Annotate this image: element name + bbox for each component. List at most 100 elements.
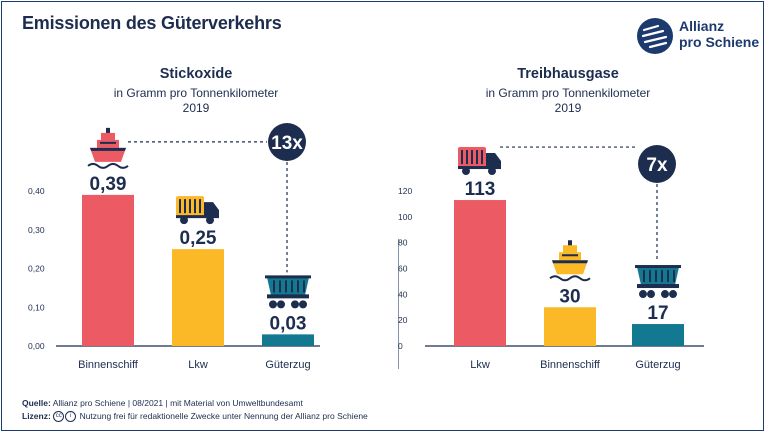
- footer-license-text: Nutzung frei für redaktionelle Zwecke un…: [79, 411, 368, 421]
- logo-line-1: Allianz: [679, 18, 725, 34]
- data-label: 17: [647, 303, 668, 324]
- cc-icon: cc: [53, 411, 65, 423]
- truck-stripe: [466, 150, 468, 165]
- ship-icon: [87, 127, 129, 169]
- truck-chassis: [176, 215, 219, 219]
- factor-label: 7x: [646, 155, 668, 176]
- footer-license: Lizenz: cc i Nutzung frei für redaktionel…: [22, 411, 368, 423]
- y-tick-label: 0: [398, 341, 403, 351]
- ship-hull: [90, 147, 126, 162]
- chart-2-title: Treibhausgase: [517, 66, 619, 82]
- wagon-stripe: [667, 270, 669, 283]
- freight-wagon-icon: [265, 275, 311, 309]
- factor-badge: [638, 145, 676, 183]
- category-label: Binnenschiff: [78, 359, 139, 371]
- ship-window: [562, 254, 578, 257]
- wagon-wheel: [291, 300, 299, 309]
- ship-window: [100, 141, 116, 144]
- chart-2-subtitle: in Gramm pro Tonnenkilometer: [485, 86, 651, 100]
- truck-stripe: [194, 199, 196, 214]
- bar-binnenschiff: [82, 194, 134, 346]
- category-label: Lkw: [470, 359, 490, 371]
- wagon-rim: [265, 275, 311, 279]
- footer-source-text: Allianz pro Schiene | 08/2021 | mit Mate…: [52, 398, 303, 408]
- y-tick-label: 20: [398, 315, 408, 325]
- page-title: Emissionen des Güterverkehrs: [22, 13, 282, 33]
- wagon-stripe: [661, 270, 663, 283]
- bar-lkw: [172, 249, 224, 346]
- category-label: Güterzug: [635, 359, 680, 371]
- wagon-frame: [267, 294, 309, 299]
- wagon-rim: [635, 265, 681, 269]
- bar-lkw: [454, 200, 506, 346]
- y-tick-label: 80: [398, 238, 408, 248]
- factor-badge: [268, 123, 306, 161]
- wagon-stripe: [673, 270, 675, 283]
- truck-chassis: [458, 166, 501, 170]
- y-tick-label: 120: [398, 186, 412, 196]
- ship-wave: [87, 162, 129, 169]
- bar-güterzug: [262, 334, 314, 346]
- y-tick-label: 0,20: [28, 264, 45, 274]
- wagon-stripe: [655, 270, 657, 283]
- truck-icon: [458, 147, 501, 176]
- wagon-frame: [637, 284, 679, 289]
- footer-license-label: Lizenz:: [22, 411, 51, 421]
- y-tick-label: 40: [398, 289, 408, 299]
- truck-stripe: [199, 199, 201, 214]
- ship-bridge: [563, 245, 577, 254]
- bar-güterzug: [632, 324, 684, 346]
- wagon-wheel: [277, 300, 285, 309]
- truck-stripe: [184, 199, 186, 214]
- data-label: 30: [559, 286, 580, 307]
- wagon-stripe: [303, 280, 305, 293]
- allianz-pro-schiene-logo: Allianz pro Schiene: [635, 16, 760, 56]
- ship-deck: [552, 260, 588, 264]
- data-label: 113: [465, 179, 496, 200]
- truck-wheel: [462, 167, 470, 176]
- category-label: Lkw: [188, 359, 208, 371]
- data-label: 0,39: [90, 174, 127, 195]
- ship-bridge: [101, 132, 115, 141]
- truck-stripe: [481, 150, 483, 165]
- wagon-wheel: [299, 300, 307, 309]
- truck-icon: [176, 196, 219, 225]
- chart-1-title: Stickoxide: [159, 66, 233, 82]
- truck-stripe: [476, 150, 478, 165]
- y-tick-label: 100: [398, 212, 412, 222]
- wagon-wheel: [647, 290, 655, 299]
- wagon-wheel: [269, 300, 277, 309]
- ship-hull: [552, 260, 588, 275]
- attribution-icon: i: [65, 411, 77, 423]
- logo-text: Allianz pro Schiene: [679, 18, 759, 50]
- y-tick-label: 0,00: [28, 341, 45, 351]
- truck-cab: [486, 153, 501, 168]
- ship-mast: [568, 240, 572, 247]
- wagon-stripe: [279, 280, 281, 293]
- truck-wheel: [206, 216, 214, 225]
- logo-emblem-icon: [637, 18, 673, 54]
- footer-source-label: Quelle:: [22, 398, 51, 408]
- y-tick-label: 0,10: [28, 302, 45, 312]
- truck-stripe: [471, 150, 473, 165]
- ship-icon: [549, 240, 591, 282]
- truck-wheel: [488, 167, 496, 176]
- wagon-stripe: [297, 280, 299, 293]
- wagon-stripe: [643, 270, 645, 283]
- truck-cab: [204, 202, 219, 217]
- chart-1-subtitle: in Gramm pro Tonnenkilometer: [113, 86, 279, 100]
- freight-wagon-icon: [635, 265, 681, 299]
- panel-divider: [398, 239, 399, 369]
- wagon-wheel: [661, 290, 669, 299]
- ship-mast: [106, 127, 110, 134]
- chart-2-year: 2019: [554, 101, 582, 115]
- ship-deck: [90, 147, 126, 151]
- chart-1-year: 2019: [182, 101, 210, 115]
- wagon-stripe: [273, 280, 275, 293]
- wagon-stripe: [291, 280, 293, 293]
- truck-stripe: [189, 199, 191, 214]
- y-tick-label: 0,30: [28, 225, 45, 235]
- data-label: 0,03: [270, 313, 307, 334]
